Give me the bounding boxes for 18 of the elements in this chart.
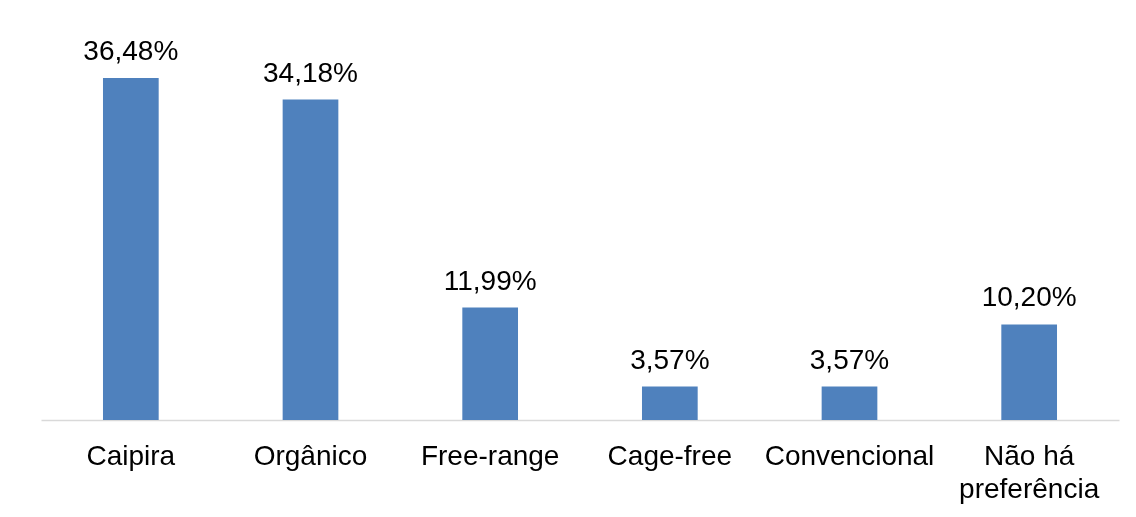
bar <box>1001 324 1058 420</box>
bar <box>821 386 878 420</box>
bar <box>102 78 159 420</box>
x-tick-label: Free-range <box>420 439 560 471</box>
bar <box>462 307 519 420</box>
bar <box>282 99 339 420</box>
data-label: 10,20% <box>981 281 1077 313</box>
x-tick-label: Não há preferência <box>959 439 1100 504</box>
data-label: 36,48% <box>83 35 179 66</box>
x-tick-label: Convencional <box>764 439 935 471</box>
data-label: 3,57% <box>809 343 890 375</box>
data-label: 34,18% <box>263 56 358 88</box>
data-label: 3,57% <box>630 343 710 375</box>
x-tick-label: Cage-free <box>607 439 733 471</box>
x-tick-label: Caipira <box>86 439 176 471</box>
bar <box>641 386 698 420</box>
x-tick-label: Orgânico <box>253 439 368 471</box>
data-label: 11,99% <box>443 264 537 296</box>
